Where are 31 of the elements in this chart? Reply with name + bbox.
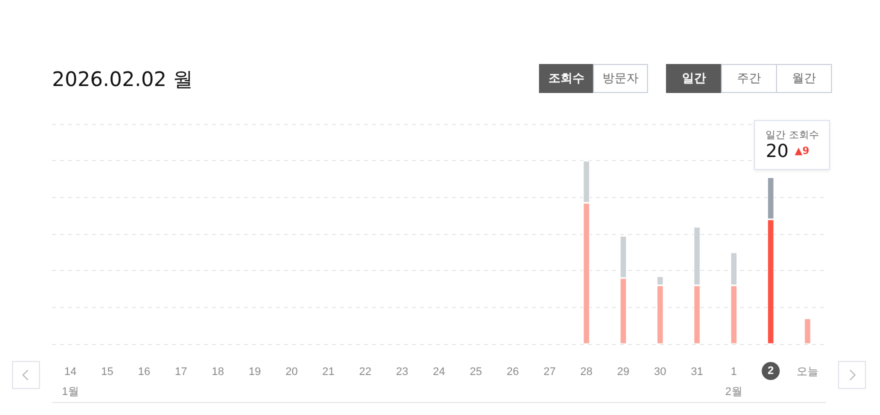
x-tick-label: 14 1월 [62,366,79,398]
text: 조회수 [539,64,594,93]
text: ▲9 [794,146,810,158]
x-tick-label: 16 [138,366,150,378]
x-tick-label: 26 [506,366,519,378]
x-tick-label: 2 [768,365,774,377]
x-tick-label: 27 [543,366,556,378]
x-tick-label: 19 [248,366,261,378]
text: 일간 조회수 [766,129,819,142]
x-tick-label: 15 [101,366,114,378]
x-tick-label: 31 [690,366,704,378]
x-tick-label: 24 [432,366,446,378]
x-tick-label: 1 2월 [725,366,742,398]
x-tick-label: 22 [359,366,372,378]
x-tick-label: 18 [212,366,224,378]
x-tick-label: 21 [322,366,335,378]
x-tick-label: 23 [396,366,408,378]
text: 월간 [776,64,832,93]
text: 일간 [666,64,722,93]
x-tick-label: 30 [654,366,666,378]
annotation: 20 [766,141,789,162]
x-tick-label: 오늘 [796,366,819,378]
x-tick-label: 20 [285,366,298,378]
bar [804,318,812,344]
x-tick-label: 17 [174,366,188,378]
x-tick-label: 25 [470,366,482,378]
chart-title: 2026.02.02 월 [52,66,193,93]
text: 방문자 [593,64,648,93]
x-tick-label: 28 [580,366,593,378]
text: 주간 [721,64,777,93]
x-tick-label: 29 [617,366,630,378]
